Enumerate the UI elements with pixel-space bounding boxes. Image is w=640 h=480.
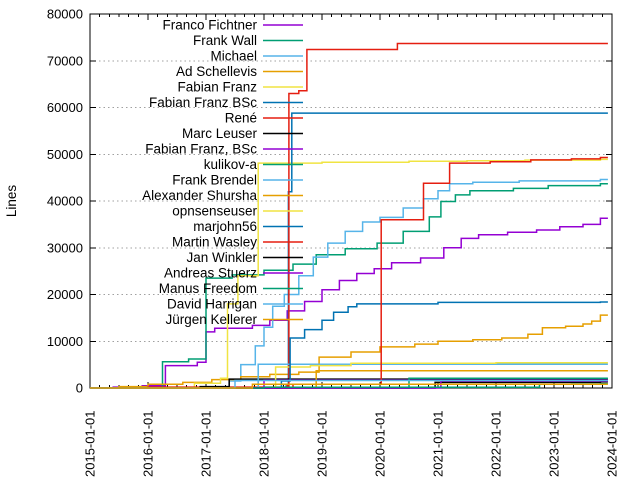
legend-label: Michael xyxy=(210,49,257,64)
x-tick-label: 2016-01-01 xyxy=(141,411,156,478)
y-tick-label: 50000 xyxy=(47,147,83,162)
legend-label: Manus Freedom xyxy=(159,281,257,296)
legend-label: Franco Fichtner xyxy=(162,18,257,33)
legend-label: Andreas Stuerz xyxy=(164,266,257,281)
y-tick-label: 20000 xyxy=(47,287,83,302)
legend-label: Fabian Franz xyxy=(177,80,257,95)
legend-label: opnsenseuser xyxy=(172,204,257,219)
series-line xyxy=(90,362,608,389)
legend-label: kulikov-a xyxy=(204,157,258,172)
legend-label: Frank Brendel xyxy=(172,173,257,188)
x-tick-label: 2019-01-01 xyxy=(315,411,330,478)
y-tick-labels: 0 10000 20000 30000 40000 50000 60000 70000 8000… xyxy=(47,7,83,396)
x-tick-label: 2021-01-01 xyxy=(431,411,446,478)
y-tick-label: 60000 xyxy=(47,100,83,115)
legend-label: Jürgen Kellerer xyxy=(165,312,257,327)
series-lines xyxy=(90,42,608,389)
legend-label: Frank Wall xyxy=(193,33,257,48)
series-line xyxy=(90,158,608,389)
x-tick-label: 2017-01-01 xyxy=(199,411,214,478)
series-line xyxy=(90,182,608,389)
y-tick-label: 40000 xyxy=(47,194,83,209)
x-tick-labels: 2015-01-01 2016-01-01 2017-01-01 2018-01-01… xyxy=(83,411,620,478)
series-line xyxy=(90,383,608,389)
legend-label: Martin Wasley xyxy=(172,235,257,250)
legend-label: Marc Leuser xyxy=(182,126,258,141)
legend-label: Jan Winkler xyxy=(186,250,257,265)
x-tick-label: 2023-01-01 xyxy=(547,411,562,478)
gridlines xyxy=(90,60,612,342)
legend-label: marjohn56 xyxy=(193,219,257,234)
x-tick-label: 2018-01-01 xyxy=(257,411,272,478)
series-line xyxy=(90,314,608,389)
y-tick-label: 10000 xyxy=(47,334,83,349)
y-tick-label: 0 xyxy=(76,381,83,396)
x-tick-label: 2015-01-01 xyxy=(83,411,98,478)
legend-label: Ad Schellevis xyxy=(176,64,257,79)
y-tick-label: 80000 xyxy=(47,7,83,22)
series-line xyxy=(90,217,608,389)
y-tick-label: 30000 xyxy=(47,240,83,255)
y-axis-title: Lines xyxy=(4,185,19,218)
legend-label: René xyxy=(225,111,257,126)
legend-label: Fabian Franz, BSc xyxy=(145,142,257,157)
x-tick-label: 2024-01-01 xyxy=(605,411,620,478)
legend-label: Fabian Franz BSc xyxy=(149,95,257,110)
legend-label: David Harrigan xyxy=(167,297,257,312)
legend-label: Alexander Shursha xyxy=(142,188,257,203)
series-line xyxy=(90,42,608,389)
x-tick-label: 2022-01-01 xyxy=(489,411,504,478)
x-tick-label: 2020-01-01 xyxy=(373,411,388,478)
y-tick-label: 70000 xyxy=(47,53,83,68)
series-line xyxy=(90,178,608,389)
series-line xyxy=(90,301,608,389)
